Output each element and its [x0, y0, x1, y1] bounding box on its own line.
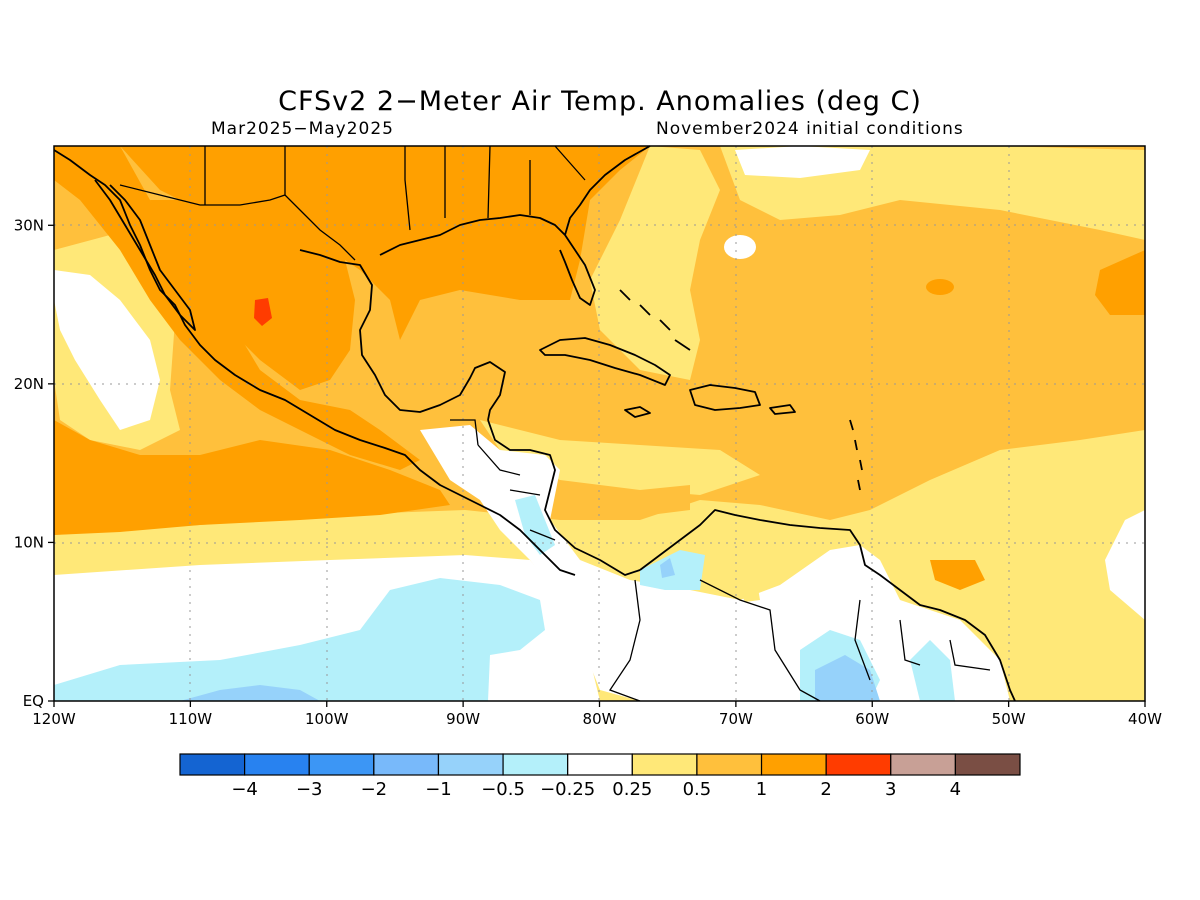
field-neutral-pacific-north — [54, 270, 160, 430]
colorbar-swatch — [502, 753, 569, 776]
forecast-period: Mar2025−May2025 — [211, 119, 394, 139]
field-warm3-southatlantic — [930, 560, 985, 590]
map-title: CFSv2 2−Meter Air Temp. Anomalies (deg C… — [278, 86, 922, 117]
field-warm3-westpacific — [54, 420, 450, 535]
field-cool1-pacific — [54, 578, 545, 701]
colorbar-label: 2 — [820, 779, 831, 800]
colorbar-label: 0.25 — [612, 779, 652, 800]
field-cool1-guiana — [910, 640, 955, 701]
lon-tick-label: 70W — [719, 710, 753, 728]
lon-tick-label: 60W — [855, 710, 889, 728]
colorbar-label: 4 — [950, 779, 961, 800]
lat-tick-label: EQ — [23, 692, 44, 710]
colorbar-swatch — [308, 753, 375, 776]
coastlines — [53, 145, 1016, 702]
field-warm1-caribbean — [480, 420, 760, 495]
colorbar-label: −3 — [296, 779, 323, 800]
colorbar-swatch — [567, 753, 633, 776]
longitude-ticks: 120W 110W 100W 90W 80W 70W 60W 50W 40W — [32, 701, 1162, 728]
lon-tick-label: 100W — [305, 710, 349, 728]
latitude-ticks: EQ 10N 20N 30N — [14, 216, 54, 710]
colorbar-label: −1 — [425, 779, 452, 800]
field-neutral-spot — [724, 235, 756, 259]
field-warm3-eastatlantic — [1095, 250, 1145, 315]
lon-tick-label: 120W — [32, 710, 76, 728]
lon-tick-label: 50W — [992, 710, 1026, 728]
colorbar-swatch — [760, 753, 827, 776]
lon-tick-label: 40W — [1128, 710, 1162, 728]
field-neutral-northeast — [735, 146, 870, 178]
field-warm1-venezuela — [735, 570, 760, 602]
lon-tick-label: 90W — [446, 710, 480, 728]
anomaly-field — [54, 146, 1145, 701]
colorbar-swatch — [954, 753, 1021, 776]
colorbar-swatch — [244, 753, 310, 776]
colorbar-label: −0.25 — [540, 779, 595, 800]
colorbar-swatch — [696, 753, 763, 776]
field-warm1-atlantic — [590, 146, 720, 380]
colorbar-label: 1 — [756, 779, 767, 800]
field-neutral-centralamerica — [420, 425, 1010, 701]
lat-tick-label: 20N — [14, 375, 44, 393]
field-warm3-caribbean-spot — [640, 485, 690, 515]
field-cool1-panama — [515, 495, 555, 555]
initial-conditions: November2024 initial conditions — [656, 119, 964, 139]
borders — [119, 145, 991, 702]
field-cool2-colombia-spot — [660, 558, 675, 578]
colorbar-swatch — [825, 753, 892, 776]
colorbar-label: 3 — [885, 779, 896, 800]
colorbar-swatch — [373, 753, 440, 776]
field-warm3-mexico-interior — [150, 200, 355, 390]
field-hot-mexico — [254, 298, 272, 326]
lat-tick-label: 10N — [14, 533, 44, 551]
colorbar-swatch — [437, 753, 504, 776]
lat-tick-label: 30N — [14, 216, 44, 234]
grid-lines — [54, 146, 1145, 701]
field-warm3-mexico — [54, 146, 420, 470]
field-cool2-amazon — [815, 655, 880, 701]
lon-tick-label: 80W — [583, 710, 617, 728]
colorbar-swatch — [631, 753, 698, 776]
field-warm3-atlantic-spot — [926, 279, 954, 295]
colorbar-swatch — [179, 753, 246, 776]
colorbar-label: 0.5 — [683, 779, 712, 800]
lon-tick-label: 110W — [169, 710, 213, 728]
colorbar-label: −2 — [361, 779, 388, 800]
colorbar-label: −0.5 — [481, 779, 525, 800]
colorbar: −4 −3 −2 −1 −0.5 −0.25 0.25 0.5 1 2 3 4 — [179, 753, 1021, 800]
field-neutral-eastatlantic — [1105, 510, 1145, 620]
field-warm3-usgulf — [120, 146, 650, 340]
field-cool2-pacific — [180, 685, 320, 701]
colorbar-swatch — [890, 753, 956, 776]
colorbar-label: −4 — [231, 779, 258, 800]
